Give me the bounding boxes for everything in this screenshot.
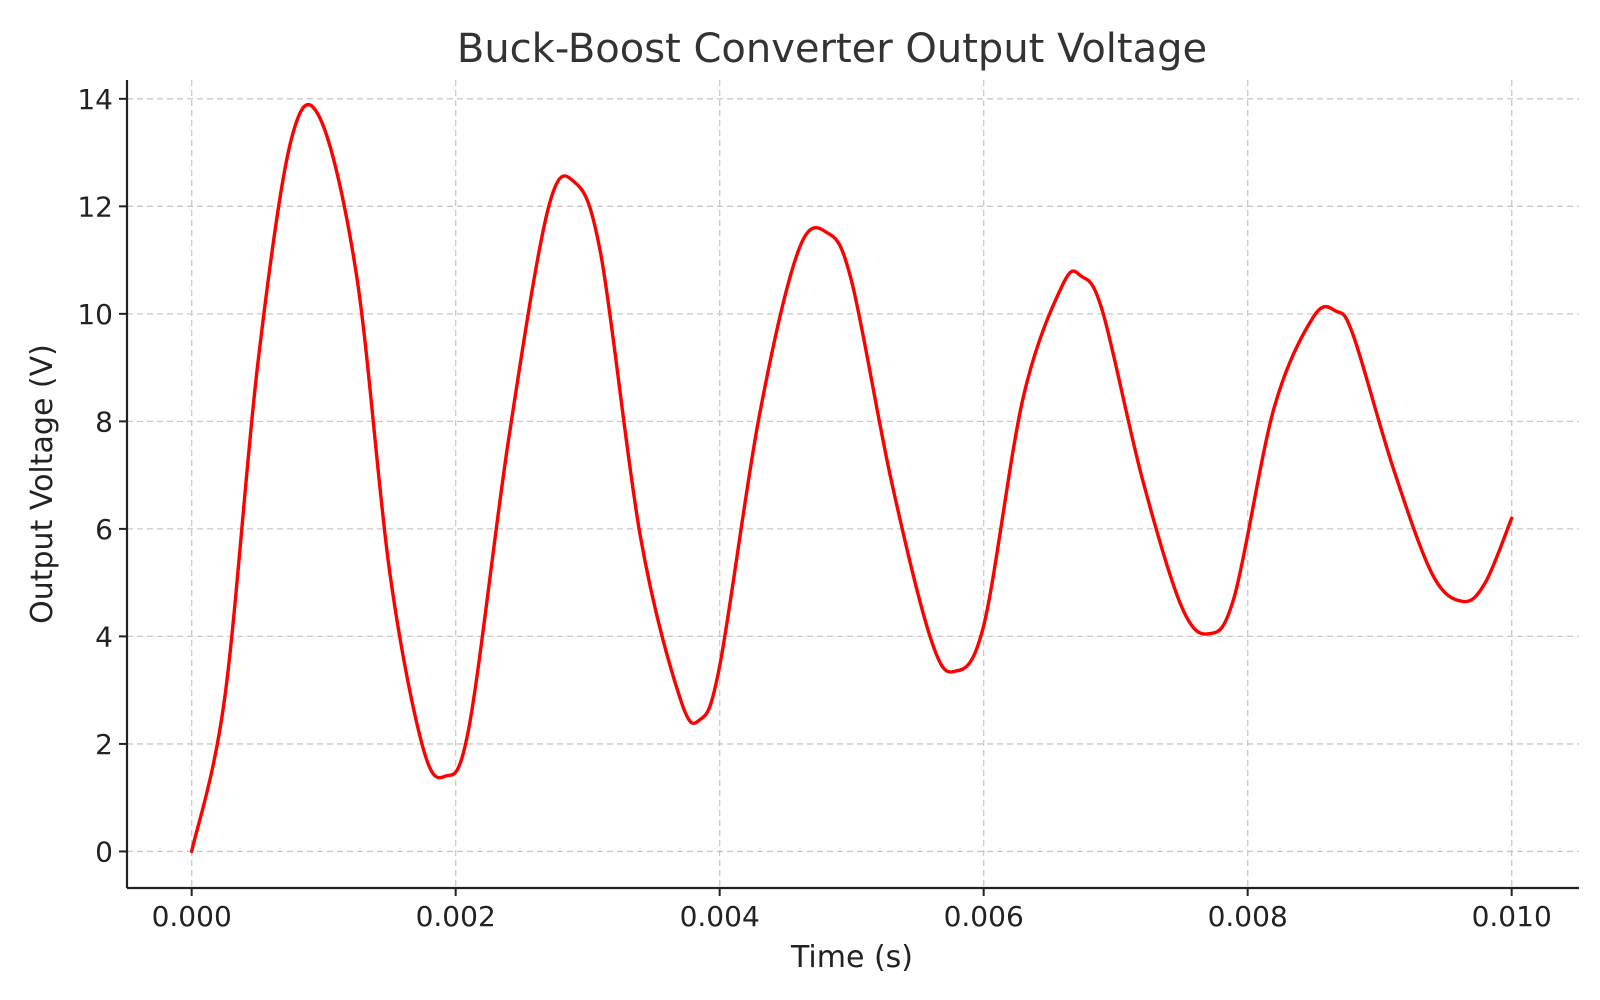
- x-axis-ticks: 0.000 0.002 0.004 0.006 0.008 0.010: [152, 888, 1552, 933]
- y-axis-ticks: 0 2 4 6 8 10 12 14: [77, 83, 127, 868]
- y-tick-label: 10: [77, 298, 113, 331]
- chart-title: Buck-Boost Converter Output Voltage: [457, 26, 1207, 72]
- y-tick-label: 6: [95, 513, 113, 546]
- x-tick-label: 0.004: [680, 900, 760, 933]
- y-axis-label: Output Voltage (V): [25, 344, 60, 624]
- x-tick-label: 0.008: [1208, 900, 1288, 933]
- y-tick-label: 8: [95, 405, 113, 438]
- plot-area: [189, 103, 1514, 854]
- y-tick-label: 0: [95, 835, 113, 868]
- x-tick-label: 0.006: [944, 900, 1024, 933]
- y-tick-label: 2: [95, 728, 113, 761]
- x-tick-label: 0.002: [416, 900, 496, 933]
- x-axis-label: Time (s): [790, 940, 913, 975]
- axes: [125, 80, 1579, 890]
- series-line: [189, 103, 1514, 854]
- x-tick-label: 0.010: [1472, 900, 1552, 933]
- grid: [127, 80, 1579, 888]
- y-tick-label: 14: [77, 83, 113, 116]
- y-tick-label: 4: [95, 620, 113, 653]
- y-tick-label: 12: [77, 190, 113, 223]
- x-tick-label: 0.000: [152, 900, 232, 933]
